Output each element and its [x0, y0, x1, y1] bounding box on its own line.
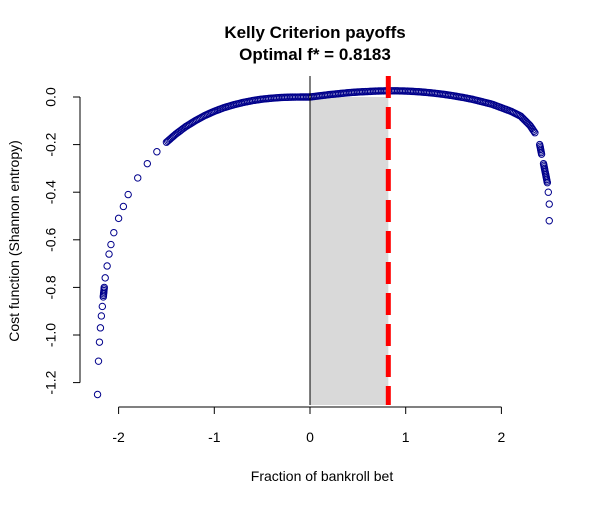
- data-point: [124, 190, 132, 199]
- data-point: [153, 148, 161, 156]
- data-point: [110, 228, 118, 237]
- data-point: [544, 188, 552, 196]
- x-tick-label: -1: [208, 429, 221, 445]
- data-point: [530, 127, 538, 135]
- y-tick-label: -0.6: [43, 228, 59, 252]
- y-tick-label: -0.8: [43, 275, 59, 299]
- data-point: [103, 262, 111, 270]
- data-point: [143, 159, 152, 168]
- payoff-points: [93, 87, 553, 399]
- y-tick-label: -1.2: [43, 370, 59, 394]
- optimal-region-shade: [310, 97, 389, 405]
- chart-subtitle: Optimal f* = 0.8183: [239, 45, 391, 64]
- data-point: [98, 302, 107, 311]
- y-tick-label: -0.2: [43, 132, 59, 156]
- x-tick-label: 2: [498, 429, 506, 445]
- y-axis-ticks: 0.0 -0.2 -0.4 -0.6 -0.8 -1.0 -1.2: [43, 87, 80, 395]
- data-point: [531, 129, 539, 137]
- data-point: [94, 357, 103, 365]
- data-point: [96, 324, 105, 332]
- data-point: [543, 178, 552, 187]
- y-tick-label: -1.0: [43, 323, 59, 347]
- x-axis-label: Fraction of bankroll bet: [251, 468, 394, 484]
- data-point: [97, 312, 106, 320]
- y-tick-label: 0.0: [43, 87, 59, 107]
- data-point: [114, 214, 123, 223]
- y-axis-label: Cost function (Shannon entropy): [6, 140, 22, 342]
- x-tick-label: 0: [306, 429, 314, 445]
- data-point: [545, 217, 553, 225]
- data-point: [545, 200, 553, 208]
- data-point: [134, 174, 142, 182]
- x-tick-label: -2: [112, 429, 125, 445]
- data-point: [537, 150, 546, 158]
- data-point: [95, 338, 104, 346]
- x-tick-label: 1: [402, 429, 410, 445]
- data-point: [119, 202, 128, 211]
- data-point: [101, 274, 109, 282]
- data-point: [107, 240, 115, 249]
- data-point: [105, 250, 113, 258]
- data-point: [100, 283, 108, 292]
- data-point: [93, 390, 102, 399]
- y-tick-label: -0.4: [43, 180, 59, 204]
- x-axis-ticks: -2 -1 0 1 2: [112, 407, 506, 445]
- chart-title: Kelly Criterion payoffs: [224, 23, 405, 42]
